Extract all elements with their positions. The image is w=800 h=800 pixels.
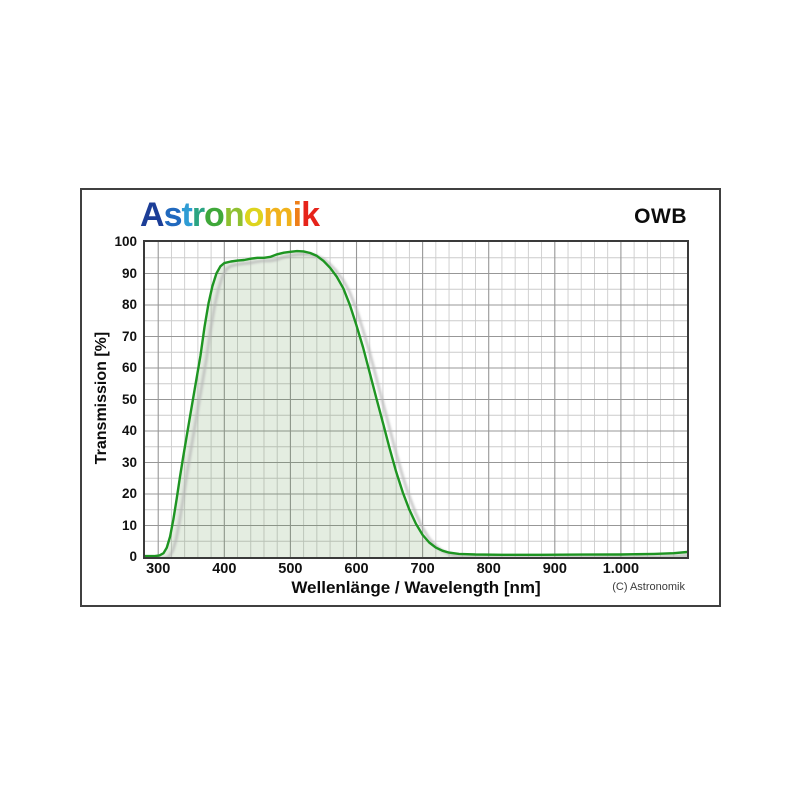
transmission-chart xyxy=(145,242,687,557)
x-tick-label: 900 xyxy=(542,561,567,577)
brand-logo: Astronomik xyxy=(140,196,320,234)
y-tick-label: 70 xyxy=(121,328,137,344)
chart-title: OWB xyxy=(634,205,687,228)
brand-letter: s xyxy=(163,196,183,234)
x-tick-label: 1.000 xyxy=(602,561,640,577)
x-tick-label: 600 xyxy=(344,561,369,577)
brand-letter: o xyxy=(204,196,225,234)
x-tick-label: 800 xyxy=(476,561,501,577)
y-tick-label: 50 xyxy=(121,391,137,407)
x-tick-label: 700 xyxy=(410,561,435,577)
y-tick-label: 20 xyxy=(121,486,137,501)
x-tick-label: 400 xyxy=(212,561,237,577)
brand-letter: t xyxy=(181,196,192,234)
x-axis-title: Wellenlänge / Wavelength [nm] xyxy=(291,578,541,597)
transmission-curve xyxy=(145,249,687,557)
curve-fill xyxy=(145,251,687,557)
x-tick-label: 500 xyxy=(278,561,303,577)
brand-letter: k xyxy=(301,196,320,234)
brand-letter: i xyxy=(292,196,303,234)
y-tick-label: 80 xyxy=(121,297,137,312)
x-tick-label: 300 xyxy=(146,561,171,577)
y-tick-label: 10 xyxy=(121,517,137,533)
brand-letter: o xyxy=(243,196,265,234)
brand-letter: n xyxy=(223,196,245,234)
brand-letter: m xyxy=(263,196,293,234)
y-tick-label: 0 xyxy=(129,549,137,564)
y-tick-label: 40 xyxy=(121,423,137,438)
y-tick-label: 30 xyxy=(121,454,137,470)
brand-letter: A xyxy=(140,196,165,234)
filter-curve-panel: Astronomik OWB Transmission [%] 0 10 20 30 4… xyxy=(80,188,721,607)
y-tick-label: 90 xyxy=(121,265,137,281)
y-tick-label: 100 xyxy=(114,234,137,249)
copyright-text: (C) Astronomik xyxy=(612,581,685,593)
brand-letter: r xyxy=(191,196,205,234)
plot-area xyxy=(143,240,689,559)
y-tick-label: 60 xyxy=(121,360,137,375)
